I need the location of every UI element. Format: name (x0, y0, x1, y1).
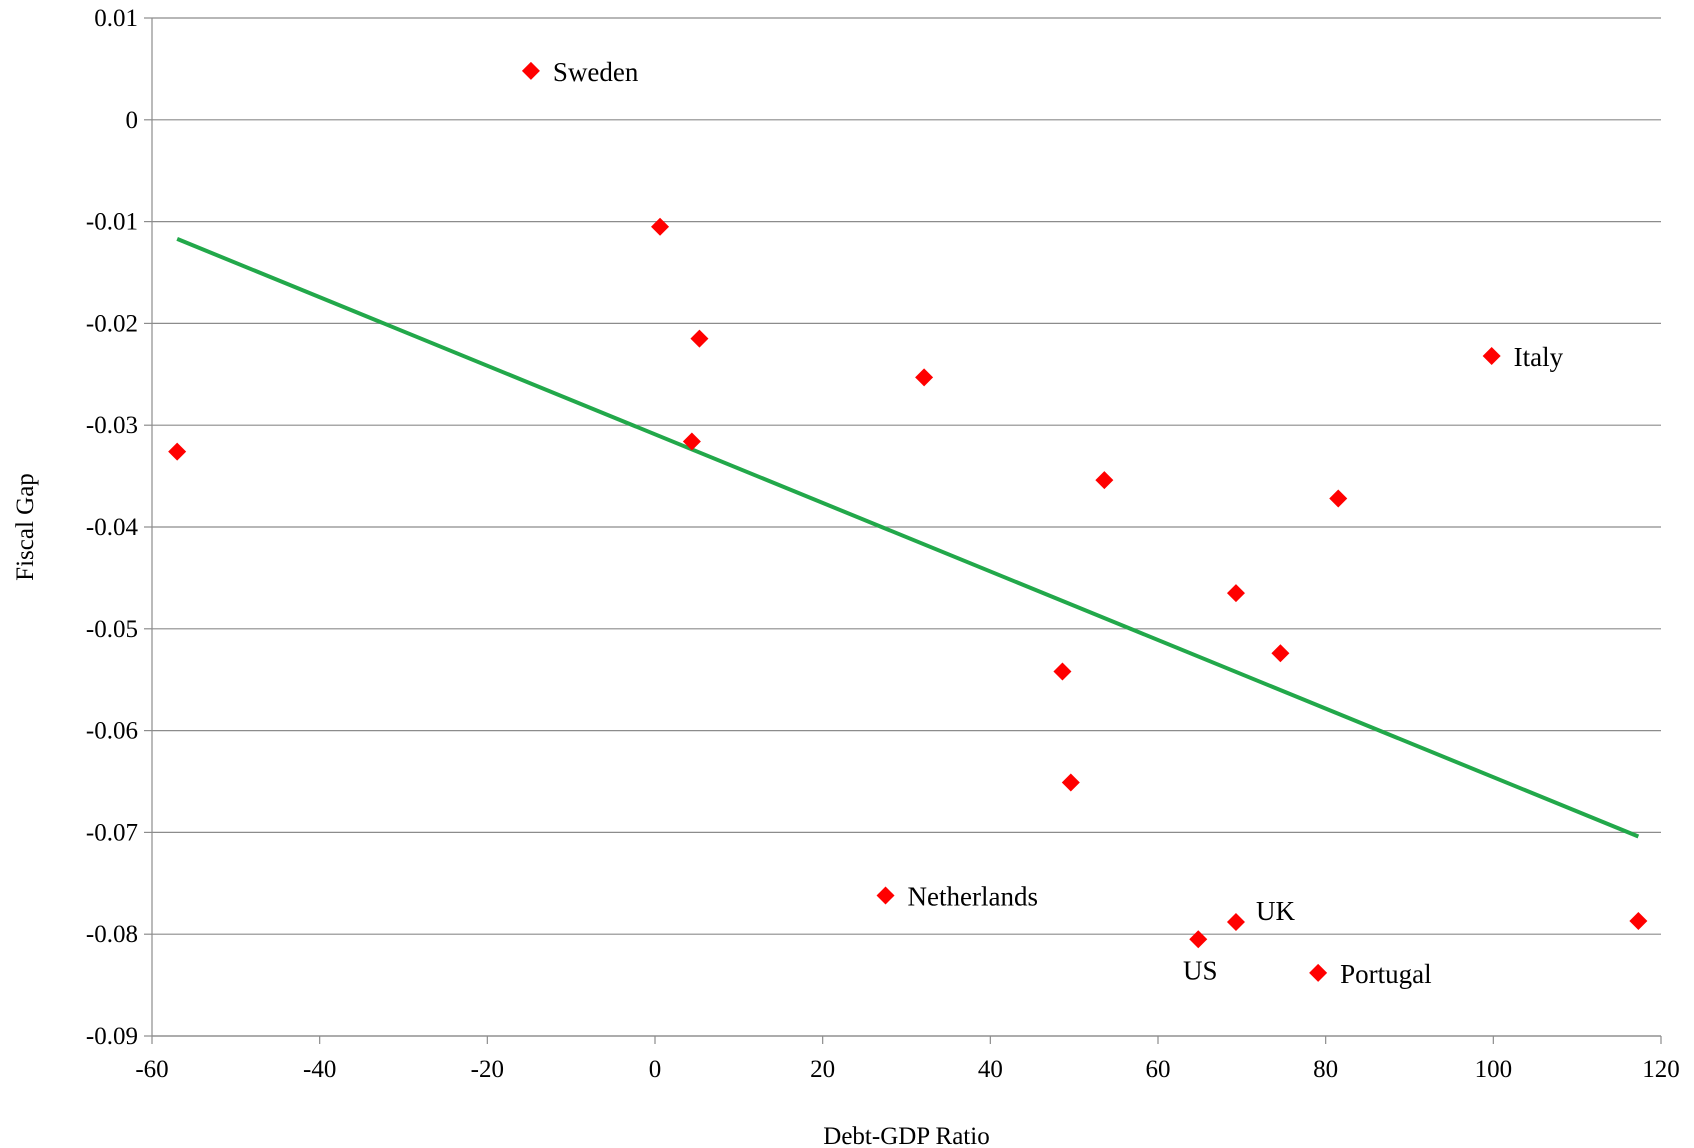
y-tick-label: -0.09 (86, 1023, 138, 1050)
data-point (1061, 773, 1080, 792)
data-point (1629, 911, 1648, 930)
data-point (1271, 644, 1290, 663)
tick-labels: 0.01 0 -0.01 -0.02 -0.03 -0.04 -0.05 -0.06 -0.07… (86, 5, 1680, 1083)
y-tick-label: -0.05 (86, 616, 138, 643)
data-point (521, 61, 540, 80)
trendline-layer (176, 237, 1640, 839)
x-tick-label: 120 (1642, 1056, 1680, 1083)
y-tick-label: -0.02 (86, 310, 138, 337)
data-points (168, 61, 1648, 982)
y-tick-label: -0.01 (86, 209, 138, 236)
x-tick-label: 100 (1475, 1056, 1513, 1083)
x-tick-label: 80 (1313, 1056, 1338, 1083)
point-label: US (1183, 955, 1218, 985)
point-label: UK (1256, 896, 1295, 926)
data-point (1053, 662, 1072, 681)
x-tick-label: 20 (810, 1056, 835, 1083)
data-point (1095, 471, 1114, 490)
y-tick-label: -0.03 (86, 412, 138, 439)
data-point (1189, 930, 1208, 949)
data-point (690, 329, 709, 348)
point-label: Netherlands (908, 882, 1038, 912)
x-tick-label: 40 (978, 1056, 1003, 1083)
x-tick-label: 60 (1146, 1056, 1171, 1083)
point-label: Portugal (1340, 959, 1432, 989)
data-point (682, 432, 701, 451)
data-point (915, 368, 934, 387)
y-axis-title: Fiscal Gap (12, 473, 39, 581)
y-tick-label: -0.07 (86, 819, 138, 846)
data-point (1226, 912, 1245, 931)
y-tick-label: -0.04 (86, 514, 139, 541)
x-axis-title: Debt-GDP Ratio (823, 1123, 989, 1148)
y-tick-label: -0.06 (86, 718, 138, 745)
trendline (176, 237, 1640, 839)
y-tick-label: -0.08 (86, 921, 138, 948)
data-point (1309, 963, 1328, 982)
y-tick-label: 0 (126, 107, 139, 134)
data-point (1329, 489, 1348, 508)
point-label: Sweden (553, 57, 639, 87)
data-point (876, 886, 895, 905)
gridlines (152, 17, 1661, 1037)
data-point (1482, 346, 1501, 365)
x-tick-label: -60 (135, 1056, 168, 1083)
x-tick-label: -40 (303, 1056, 336, 1083)
y-tick-label: 0.01 (94, 5, 138, 32)
point-labels: Sweden Italy Netherlands US UK Portugal (553, 57, 1564, 989)
data-point (651, 217, 670, 236)
x-tick-label: -20 (471, 1056, 504, 1083)
data-point (1226, 584, 1245, 603)
point-label: Italy (1514, 342, 1564, 372)
data-point (168, 442, 187, 461)
x-tick-label: 0 (649, 1056, 662, 1083)
axes (144, 17, 1662, 1044)
